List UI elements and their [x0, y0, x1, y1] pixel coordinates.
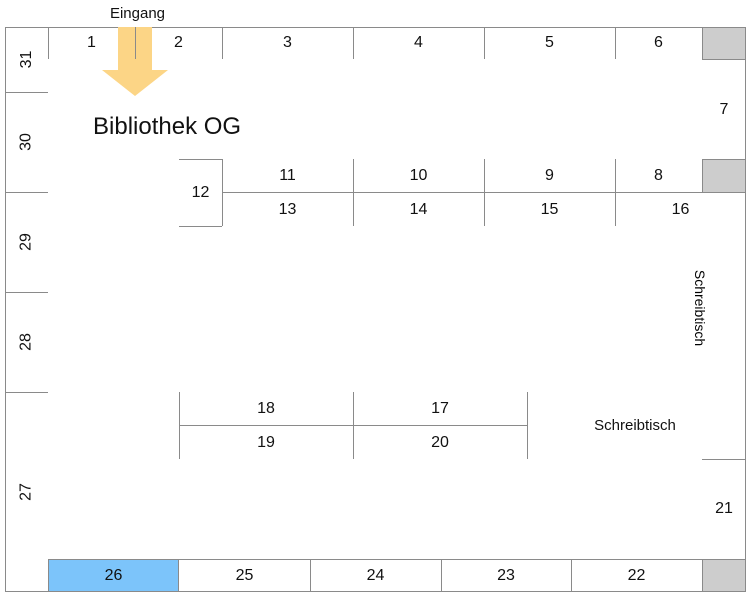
desk-label-vertical: Schreibtisch [692, 269, 708, 347]
seat-28[interactable]: 28 [17, 333, 35, 351]
wall-line [5, 292, 48, 293]
seat-20[interactable]: 20 [431, 433, 449, 451]
seat-7[interactable]: 7 [719, 100, 729, 118]
seat-25[interactable]: 25 [235, 566, 254, 584]
seat-29[interactable]: 29 [17, 233, 35, 251]
seat-13[interactable]: 13 [278, 200, 297, 218]
seat-5[interactable]: 5 [545, 34, 554, 51]
blocked-cell [702, 159, 746, 193]
seat-9[interactable]: 9 [545, 166, 554, 184]
wall-line [441, 559, 442, 592]
seat-26[interactable]: 26 [104, 566, 123, 584]
seat-27[interactable]: 27 [17, 483, 35, 501]
seat-16[interactable]: 16 [671, 200, 690, 218]
seat-22[interactable]: 22 [627, 566, 646, 584]
seat-19[interactable]: 19 [257, 433, 275, 451]
seat-23[interactable]: 23 [497, 566, 515, 584]
seat-6[interactable]: 6 [654, 34, 663, 51]
seat-10[interactable]: 10 [409, 166, 428, 184]
wall-line [135, 27, 136, 59]
seat-8[interactable]: 8 [654, 166, 663, 184]
page-title: Bibliothek OG [93, 113, 242, 140]
wall-line [179, 559, 702, 560]
seat-17[interactable]: 17 [431, 399, 449, 417]
wall-line [5, 92, 48, 93]
wall-line [179, 226, 222, 227]
blocked-cell [702, 27, 746, 60]
wall-line [48, 27, 49, 59]
wall-line [310, 559, 311, 592]
wall-line [615, 27, 616, 59]
seat-11[interactable]: 11 [279, 166, 296, 184]
seat-3[interactable]: 3 [283, 34, 292, 51]
blocked-cell [702, 559, 746, 592]
wall-line [484, 27, 485, 59]
wall-line [5, 392, 48, 393]
seat-15[interactable]: 15 [540, 200, 559, 218]
wall-line [615, 159, 616, 226]
seat-21[interactable]: 21 [715, 500, 733, 517]
seat-30[interactable]: 30 [17, 133, 35, 151]
seat-14[interactable]: 14 [409, 200, 428, 218]
outer-wall [5, 27, 746, 592]
wall-line [222, 27, 223, 59]
wall-line [571, 559, 572, 592]
seat-12[interactable]: 12 [191, 183, 210, 201]
wall-line [353, 27, 354, 59]
seat-24[interactable]: 24 [366, 566, 385, 584]
entrance-arrow-icon [102, 27, 168, 96]
seat-18[interactable]: 18 [257, 399, 275, 417]
entrance-label: Eingang [109, 4, 166, 22]
seat-2[interactable]: 2 [174, 34, 183, 51]
wall-line [179, 159, 222, 160]
seat-31[interactable]: 31 [17, 50, 35, 69]
seat-26-selected-bg [48, 559, 179, 592]
seat-4[interactable]: 4 [414, 34, 423, 51]
wall-line [527, 392, 528, 459]
wall-line [702, 459, 746, 460]
seat-1[interactable]: 1 [87, 34, 96, 51]
desk-label: Schreibtisch [594, 416, 676, 434]
wall-line [5, 192, 48, 193]
wall-line [353, 159, 354, 226]
wall-line [484, 159, 485, 226]
wall-line [179, 425, 527, 426]
